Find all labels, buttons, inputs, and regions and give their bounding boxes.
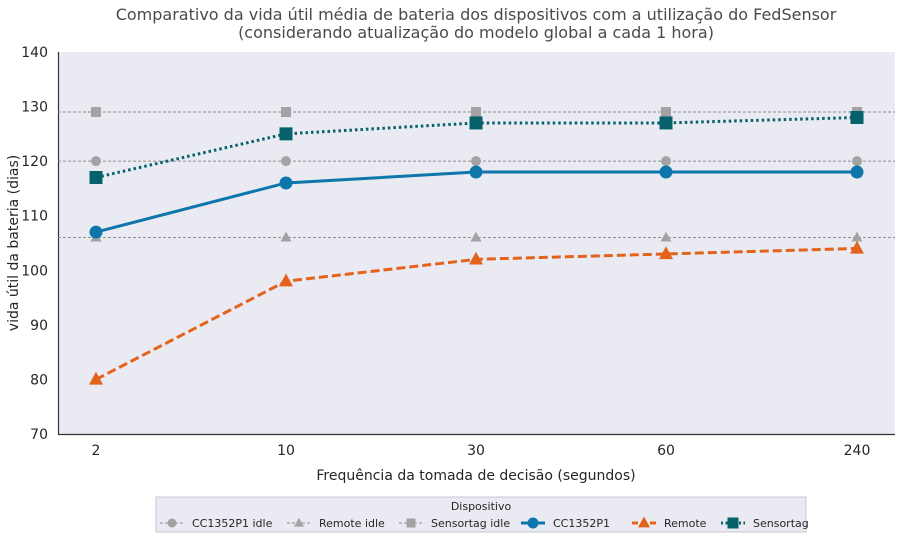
y-tick-label: 110 bbox=[21, 209, 48, 225]
legend-label: CC1352P1 idle bbox=[192, 517, 273, 530]
y-tick-labels: 70 80 90 100 110 120 130 140 bbox=[21, 45, 48, 443]
point-sensortag-idle bbox=[91, 107, 101, 118]
point-cc1352p1 bbox=[469, 165, 483, 179]
series-remote bbox=[89, 240, 864, 385]
series-sensortag bbox=[89, 110, 864, 185]
y-tick-label: 70 bbox=[30, 427, 48, 443]
x-tick-label: 240 bbox=[844, 443, 871, 459]
legend-item-cc1352p1-idle: CC1352P1 idle bbox=[160, 517, 273, 530]
point-cc1352p1 bbox=[279, 176, 293, 190]
series-cc1352p1-idle bbox=[91, 156, 862, 167]
point-remote-idle bbox=[660, 231, 672, 242]
legend-box bbox=[155, 496, 807, 533]
legend-marker bbox=[294, 517, 304, 527]
y-axis-label: vida útil da bateria (dias) bbox=[6, 155, 22, 331]
y-tick-label: 140 bbox=[21, 45, 48, 61]
point-remote-idle bbox=[470, 231, 482, 242]
legend-item-sensortag: Sensortag bbox=[721, 517, 809, 530]
point-remote-idle bbox=[851, 231, 863, 242]
legend-title: Dispositivo bbox=[451, 500, 512, 513]
point-cc1352p1 bbox=[850, 165, 864, 179]
legend-marker bbox=[167, 518, 177, 528]
legend: Dispositivo CC1352P1 idle Remote idle Sens… bbox=[155, 496, 809, 533]
legend-label: Remote idle bbox=[319, 517, 385, 530]
point-remote bbox=[279, 273, 293, 287]
y-tick-label: 130 bbox=[21, 100, 48, 116]
legend-marker bbox=[406, 518, 416, 528]
x-axis-label: Frequência da tomada de decisão (segundo… bbox=[316, 468, 635, 484]
point-sensortag bbox=[850, 110, 864, 124]
point-remote-idle bbox=[280, 231, 292, 242]
series-layer bbox=[89, 107, 864, 385]
y-tick-label: 100 bbox=[21, 263, 48, 279]
legend-item-sensortag-idle: Sensortag idle bbox=[399, 517, 510, 530]
x-tick-label: 30 bbox=[467, 443, 485, 459]
legend-marker bbox=[638, 516, 650, 528]
point-sensortag bbox=[659, 116, 673, 130]
point-sensortag bbox=[279, 127, 293, 141]
point-cc1352p1 bbox=[659, 165, 673, 179]
point-sensortag-idle bbox=[471, 107, 481, 118]
point-cc1352p1-idle bbox=[91, 156, 101, 167]
point-cc1352p1-idle bbox=[661, 156, 671, 167]
legend-item-cc1352p1: CC1352P1 bbox=[521, 517, 610, 530]
y-tick-label: 80 bbox=[30, 372, 48, 388]
point-sensortag-idle bbox=[661, 107, 671, 118]
legend-label: Sensortag bbox=[753, 517, 809, 530]
x-tick-label: 2 bbox=[92, 443, 101, 459]
chart-subtitle: (considerando atualização do modelo glob… bbox=[238, 23, 714, 42]
point-sensortag bbox=[469, 116, 483, 130]
point-remote bbox=[659, 246, 673, 260]
legend-item-remote-idle: Remote idle bbox=[287, 517, 385, 530]
x-tick-label: 10 bbox=[277, 443, 295, 459]
point-cc1352p1-idle bbox=[852, 156, 862, 167]
chart-title: Comparativo da vida útil média de bateri… bbox=[116, 5, 837, 24]
y-tick-label: 90 bbox=[30, 318, 48, 334]
legend-label: Sensortag idle bbox=[431, 517, 510, 530]
legend-label: CC1352P1 bbox=[553, 517, 610, 530]
x-tick-label: 60 bbox=[657, 443, 675, 459]
point-remote bbox=[850, 240, 864, 254]
legend-items: CC1352P1 idle Remote idle Sensortag idle CC… bbox=[160, 516, 809, 530]
point-remote bbox=[469, 251, 483, 265]
point-sensortag-idle bbox=[281, 107, 291, 118]
legend-item-remote: Remote bbox=[632, 516, 707, 530]
legend-label: Remote bbox=[664, 517, 707, 530]
x-tick-labels: 2 10 30 60 240 bbox=[92, 443, 871, 459]
series-cc1352p1 bbox=[89, 165, 864, 239]
y-tick-label: 120 bbox=[21, 154, 48, 170]
legend-marker bbox=[727, 517, 739, 529]
point-sensortag bbox=[89, 171, 103, 185]
point-cc1352p1-idle bbox=[471, 156, 481, 167]
idle-gridlines bbox=[58, 111, 895, 239]
point-cc1352p1-idle bbox=[281, 156, 291, 167]
point-remote bbox=[89, 371, 103, 385]
point-cc1352p1 bbox=[89, 225, 103, 239]
legend-marker bbox=[527, 517, 539, 529]
